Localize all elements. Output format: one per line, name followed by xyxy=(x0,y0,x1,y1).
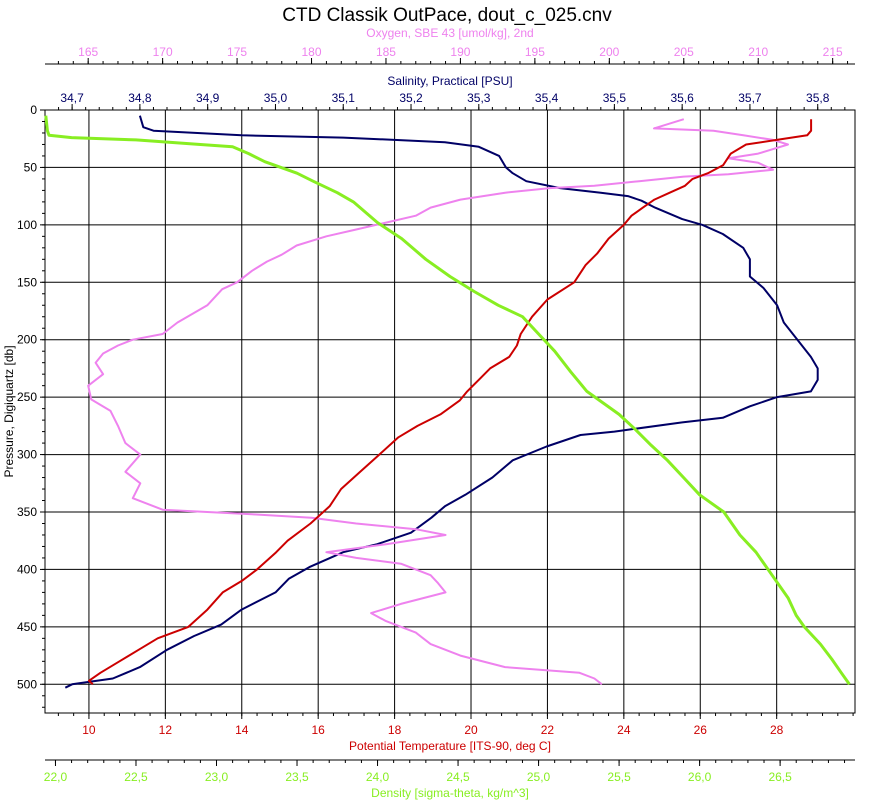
y-tick-label: 400 xyxy=(17,562,37,576)
x-tick-label-density: 24,5 xyxy=(446,770,470,784)
y-tick-label: 500 xyxy=(17,677,37,691)
x-tick-label-oxygen: 205 xyxy=(674,45,694,59)
y-tick-label: 50 xyxy=(24,160,38,174)
y-tick-label: 150 xyxy=(17,275,37,289)
x-tick-label-oxygen: 190 xyxy=(450,45,470,59)
x-tick-label-oxygen: 200 xyxy=(599,45,619,59)
x-axis-label-density: Density [sigma-theta, kg/m^3] xyxy=(371,786,529,800)
x-tick-label-oxygen: 185 xyxy=(376,45,396,59)
y-tick-label: 300 xyxy=(17,448,37,462)
x-tick-label-density: 23,0 xyxy=(205,770,229,784)
x-tick-label-salinity: 35,6 xyxy=(670,91,694,105)
x-axis-label-temperature: Potential Temperature [ITS-90, deg C] xyxy=(349,739,551,753)
x-tick-label-density: 26,5 xyxy=(768,770,792,784)
y-tick-label: 350 xyxy=(17,505,37,519)
x-tick-label-temperature: 26 xyxy=(694,723,708,737)
x-tick-label-salinity: 34,8 xyxy=(128,91,152,105)
series-line-temperature xyxy=(87,119,813,686)
y-tick-label: 100 xyxy=(17,218,37,232)
x-tick-label-oxygen: 165 xyxy=(78,45,98,59)
x-tick-label-oxygen: 180 xyxy=(302,45,322,59)
x-tick-label-temperature: 14 xyxy=(235,723,249,737)
x-axis-label-salinity: Salinity, Practical [PSU] xyxy=(387,74,512,88)
plot-frame xyxy=(44,109,856,714)
x-tick-label-density: 23,5 xyxy=(285,770,309,784)
x-tick-label-temperature: 16 xyxy=(312,723,326,737)
x-tick-label-salinity: 35,2 xyxy=(399,91,423,105)
y-tick-label: 250 xyxy=(17,390,37,404)
x-tick-label-temperature: 20 xyxy=(464,723,478,737)
x-tick-label-density: 25,5 xyxy=(607,770,631,784)
x-tick-label-oxygen: 170 xyxy=(153,45,173,59)
x-tick-label-salinity: 35,5 xyxy=(603,91,627,105)
x-tick-label-oxygen: 210 xyxy=(748,45,768,59)
x-tick-label-salinity: 34,7 xyxy=(60,91,84,105)
x-tick-label-salinity: 35,0 xyxy=(264,91,288,105)
x-tick-label-salinity: 35,8 xyxy=(806,91,830,105)
y-tick-label: 0 xyxy=(30,103,37,117)
x-tick-label-temperature: 24 xyxy=(617,723,631,737)
x-axis-label-oxygen: Oxygen, SBE 43 [umol/kg], 2nd xyxy=(366,26,533,40)
x-tick-label-oxygen: 215 xyxy=(823,45,843,59)
x-tick-label-temperature: 12 xyxy=(159,723,173,737)
x-tick-label-density: 26,0 xyxy=(688,770,712,784)
x-tick-label-density: 22,0 xyxy=(44,770,68,784)
y-tick-label: 450 xyxy=(17,620,37,634)
y-tick-label: 200 xyxy=(17,333,37,347)
x-tick-label-temperature: 10 xyxy=(82,723,96,737)
series-layer xyxy=(44,115,851,689)
x-tick-label-salinity: 35,7 xyxy=(738,91,762,105)
x-tick-label-density: 25,0 xyxy=(527,770,551,784)
x-tick-label-salinity: 35,4 xyxy=(535,91,559,105)
y-axis-label: Pressure, Digiquartz [db] xyxy=(2,345,16,477)
series-line-salinity xyxy=(64,115,819,689)
x-tick-label-density: 22,5 xyxy=(124,770,148,784)
x-tick-label-oxygen: 175 xyxy=(227,45,247,59)
x-tick-label-temperature: 22 xyxy=(541,723,555,737)
axes-layer: 0 50 100 150 200 250 300 350 400 450 500 Pressure, … xyxy=(2,26,855,800)
x-tick-label-temperature: 18 xyxy=(388,723,402,737)
x-tick-label-density: 24,0 xyxy=(366,770,390,784)
x-tick-label-salinity: 34,9 xyxy=(196,91,220,105)
series-line-oxygen xyxy=(87,118,789,686)
x-tick-label-oxygen: 195 xyxy=(525,45,545,59)
grid xyxy=(45,109,855,713)
series-line-density xyxy=(44,115,851,686)
x-tick-label-salinity: 35,3 xyxy=(467,91,491,105)
x-tick-label-salinity: 35,1 xyxy=(332,91,356,105)
x-tick-label-temperature: 28 xyxy=(770,723,784,737)
chart-title: CTD Classik OutPace, dout_c_025.cnv xyxy=(282,5,612,26)
